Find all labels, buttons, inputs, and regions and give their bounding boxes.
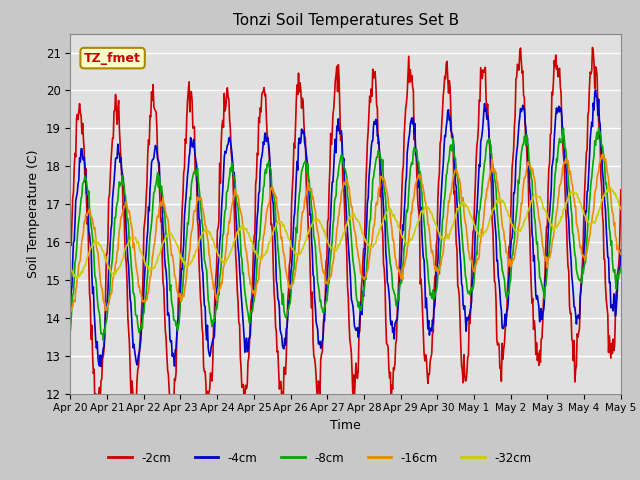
- -32cm: [74, 276, 81, 281]
- -32cm: [413, 222, 421, 228]
- -16cm: [67, 305, 74, 311]
- -32cm: [617, 206, 625, 212]
- -16cm: [77, 246, 85, 252]
- -32cm: [429, 216, 437, 222]
- -32cm: [219, 260, 227, 265]
- -8cm: [77, 204, 84, 210]
- Legend: -2cm, -4cm, -8cm, -16cm, -32cm: -2cm, -4cm, -8cm, -16cm, -32cm: [104, 447, 536, 469]
- -4cm: [219, 188, 227, 193]
- -4cm: [67, 310, 74, 316]
- -4cm: [617, 247, 625, 253]
- X-axis label: Time: Time: [330, 419, 361, 432]
- -8cm: [190, 170, 198, 176]
- -2cm: [93, 421, 100, 427]
- -4cm: [134, 358, 141, 363]
- -8cm: [134, 322, 141, 327]
- Line: -4cm: -4cm: [70, 90, 621, 366]
- Text: TZ_fmet: TZ_fmet: [84, 51, 141, 65]
- -2cm: [589, 45, 596, 50]
- -8cm: [617, 265, 625, 271]
- -8cm: [413, 153, 421, 158]
- -8cm: [99, 337, 107, 343]
- -4cm: [429, 321, 437, 327]
- Line: -16cm: -16cm: [70, 154, 621, 311]
- -32cm: [190, 253, 198, 259]
- -16cm: [617, 252, 625, 257]
- -2cm: [617, 187, 625, 193]
- -16cm: [429, 253, 437, 259]
- -2cm: [429, 329, 437, 335]
- -16cm: [190, 210, 198, 216]
- Line: -2cm: -2cm: [70, 48, 621, 424]
- -8cm: [429, 287, 437, 292]
- -2cm: [413, 183, 421, 189]
- -8cm: [219, 232, 227, 238]
- -32cm: [606, 184, 614, 190]
- -8cm: [67, 328, 74, 334]
- -16cm: [67, 308, 75, 314]
- -16cm: [219, 271, 227, 277]
- -2cm: [77, 109, 84, 115]
- -16cm: [134, 274, 141, 279]
- -32cm: [67, 262, 74, 267]
- -32cm: [134, 239, 141, 244]
- -2cm: [134, 367, 141, 372]
- Line: -8cm: -8cm: [70, 128, 621, 340]
- -4cm: [77, 159, 84, 165]
- -32cm: [77, 269, 85, 275]
- Title: Tonzi Soil Temperatures Set B: Tonzi Soil Temperatures Set B: [232, 13, 459, 28]
- -4cm: [413, 160, 421, 166]
- -4cm: [592, 87, 600, 93]
- -8cm: [595, 125, 602, 131]
- -2cm: [219, 118, 227, 123]
- Line: -32cm: -32cm: [70, 187, 621, 278]
- Y-axis label: Soil Temperature (C): Soil Temperature (C): [27, 149, 40, 278]
- -4cm: [190, 137, 198, 143]
- -16cm: [413, 176, 421, 181]
- -2cm: [190, 124, 198, 130]
- -2cm: [67, 242, 74, 248]
- -16cm: [599, 151, 607, 157]
- -4cm: [97, 363, 105, 369]
